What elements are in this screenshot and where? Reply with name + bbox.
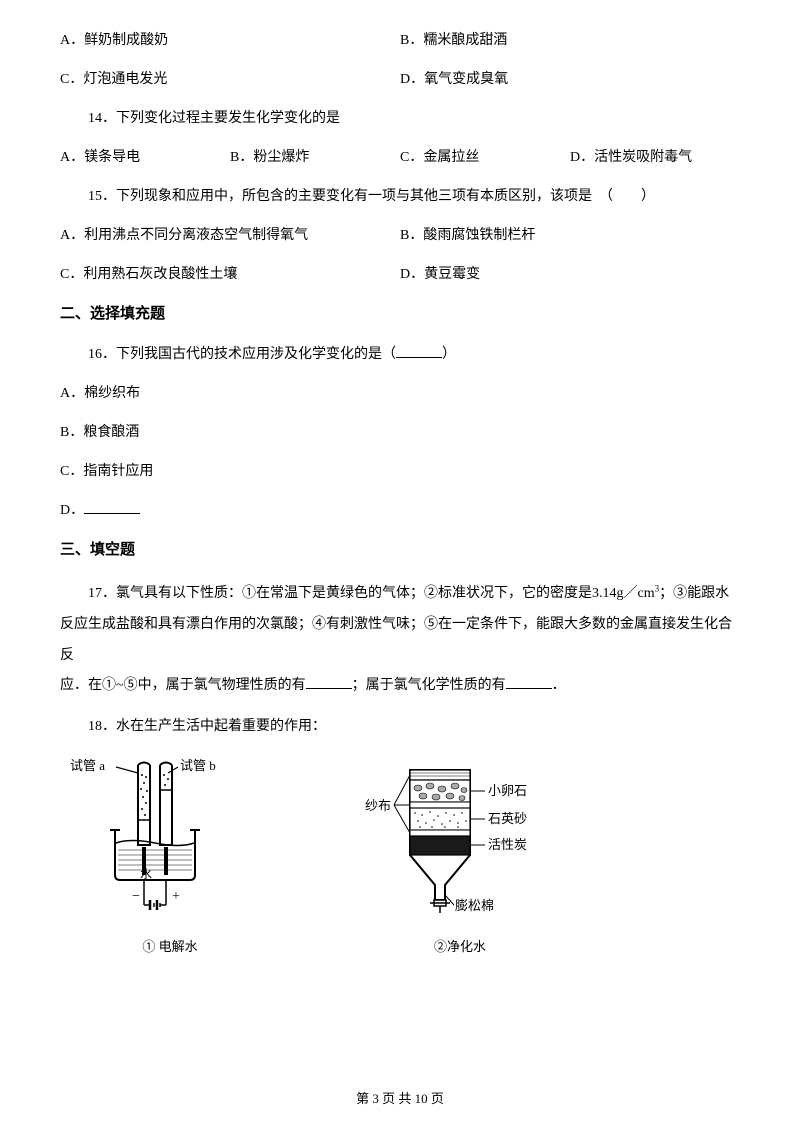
q17-p3a: 应．在①~⑤中，属于氯气物理性质的有: [60, 678, 306, 693]
layer1-label: 小卵石: [488, 783, 527, 798]
pebble-layer: [410, 780, 470, 802]
q17-p3b: ；属于氯气化学性质的有: [352, 678, 506, 693]
q14-option-b: B．粉尘爆炸: [230, 147, 400, 168]
q13-option-a: A．鲜奶制成酸奶: [60, 30, 400, 51]
q15-options-row2: C．利用熟石灰改良酸性土壤 D．黄豆霉变: [60, 264, 740, 285]
label-tube-b: 试管 b: [180, 758, 216, 773]
q16-option-c: C．指南针应用: [60, 461, 740, 482]
purification-svg: 纱布 小卵石 石英砂 活性炭 膨松棉: [360, 755, 560, 925]
q16-option-b: B．粮食酿酒: [60, 422, 740, 443]
section3-title: 三、填空题: [60, 539, 740, 562]
q16-stem-a: 16．下列我国古代的技术应用涉及化学变化的是（: [88, 347, 396, 362]
q17-density: 3.14g／cm: [592, 586, 655, 601]
q16-option-d: D．: [60, 500, 740, 521]
q14-options: A．镁条导电 B．粉尘爆炸 C．金属拉丝 D．活性炭吸附毒气: [60, 147, 740, 168]
q14-stem: 14．下列变化过程主要发生化学变化的是: [60, 108, 740, 129]
q13-options-row1: A．鲜奶制成酸奶 B．糯米酿成甜酒: [60, 30, 740, 51]
q17-blank1: [306, 688, 352, 689]
q15-options-row1: A．利用沸点不同分离液态空气制得氧气 B．酸雨腐蚀铁制栏杆: [60, 225, 740, 246]
q15-option-a: A．利用沸点不同分离液态空气制得氧气: [60, 225, 400, 246]
diagram1-caption: ① 电解水: [60, 937, 280, 957]
diagram2-caption: ②净化水: [360, 937, 560, 957]
q16-d-blank: [84, 513, 140, 514]
q15-stem: 15．下列现象和应用中，所包含的主要变化有一项与其他三项有本质区别，该项是 （ …: [60, 186, 740, 207]
q15-option-d: D．黄豆霉变: [400, 264, 740, 285]
water-label: 水: [140, 867, 152, 881]
q16-option-a: A．棉纱织布: [60, 383, 740, 404]
page-footer: 第 3 页 共 10 页: [0, 1089, 800, 1109]
layer3-label: 活性炭: [488, 837, 527, 852]
diagram-electrolysis: 试管 a 试管 b: [60, 755, 280, 957]
q14-option-a: A．镁条导电: [60, 147, 230, 168]
q16-blank: [396, 357, 442, 358]
q16-stem-b: ）: [442, 347, 456, 362]
q13-option-b: B．糯米酿成甜酒: [400, 30, 740, 51]
q13-option-d: D．氧气变成臭氧: [400, 69, 740, 90]
bottom-label: 膨松棉: [455, 898, 494, 913]
q17-blank2: [506, 688, 552, 689]
q13-option-c: C．灯泡通电发光: [60, 69, 400, 90]
q14-option-c: C．金属拉丝: [400, 147, 570, 168]
q18-stem: 18．水在生产生活中起着重要的作用：: [60, 716, 740, 737]
electrolysis-svg: 试管 a 试管 b: [60, 755, 280, 925]
diagram-purification: 纱布 小卵石 石英砂 活性炭 膨松棉 ②净化水: [360, 755, 560, 957]
q14-option-d: D．活性炭吸附毒气: [570, 147, 740, 168]
q13-options-row2: C．灯泡通电发光 D．氧气变成臭氧: [60, 69, 740, 90]
minus-label: −: [132, 889, 140, 904]
q15-option-c: C．利用熟石灰改良酸性土壤: [60, 264, 400, 285]
plus-label: +: [172, 889, 180, 904]
q16-stem: 16．下列我国古代的技术应用涉及化学变化的是（ ）: [60, 344, 740, 365]
diagram-row: 试管 a 试管 b: [60, 755, 740, 957]
q17-p3c: ．: [552, 678, 566, 693]
shabu-label: 纱布: [365, 798, 391, 813]
q17-p1a: 17．氯气具有以下性质：①在常温下是黄绿色的气体；②标准状况下，它的密度是: [88, 586, 592, 601]
label-tube-a: 试管 a: [70, 758, 105, 773]
q17-p2: 反应生成盐酸和具有漂白作用的次氯酸；④有刺激性气味；⑤在一定条件下，能跟大多数的…: [60, 610, 740, 672]
section2-title: 二、选择填充题: [60, 303, 740, 326]
q17-body: 17．氯气具有以下性质：①在常温下是黄绿色的气体；②标准状况下，它的密度是3.1…: [60, 579, 740, 702]
layer2-label: 石英砂: [488, 811, 527, 826]
q17-p1b: ；③能跟水: [659, 586, 729, 601]
q15-option-b: B．酸雨腐蚀铁制栏杆: [400, 225, 740, 246]
